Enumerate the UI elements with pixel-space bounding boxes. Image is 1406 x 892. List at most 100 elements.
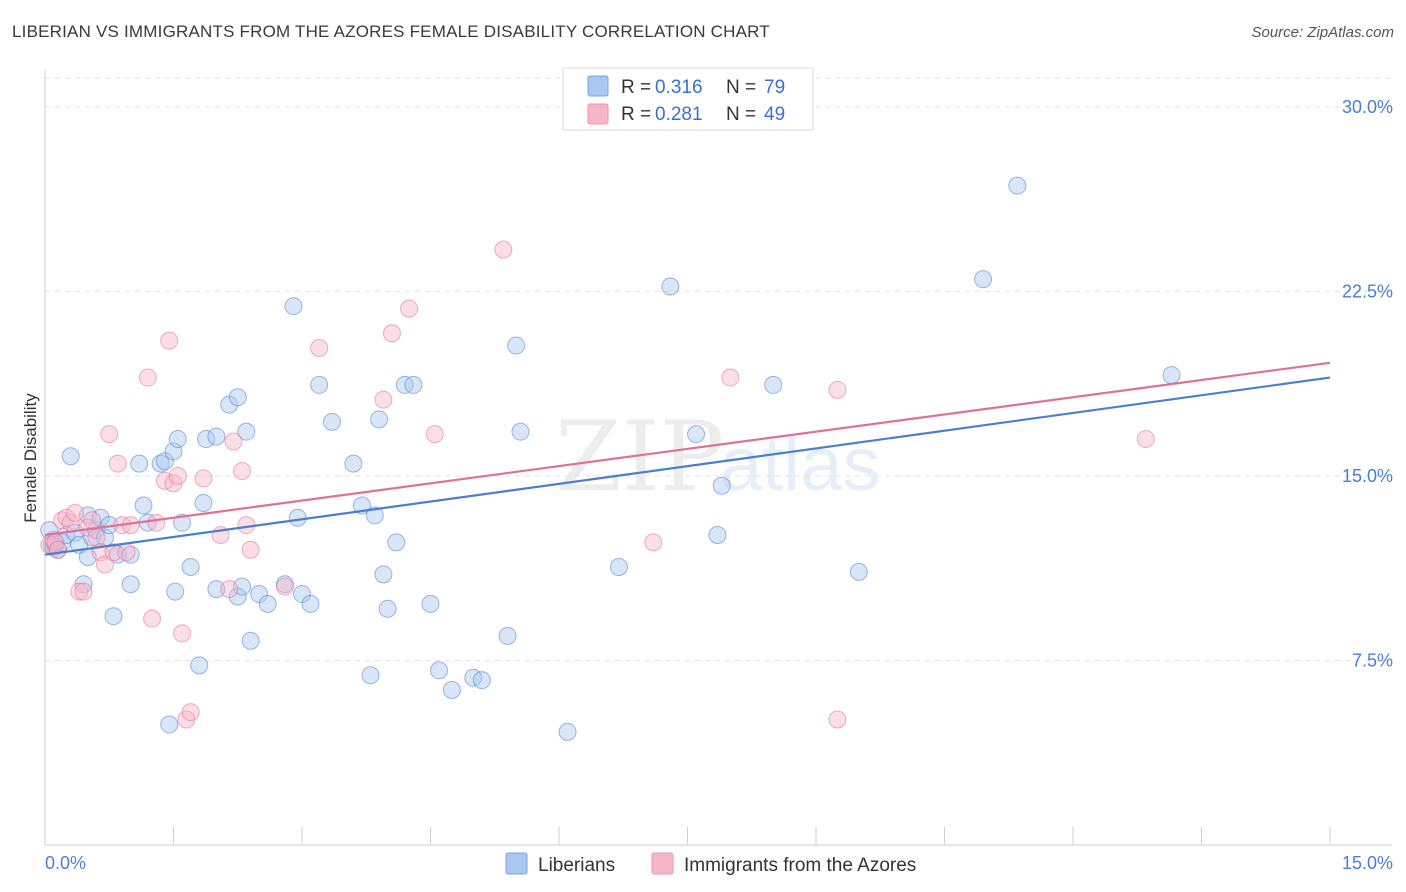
point-liberians xyxy=(344,454,363,473)
series-legend-label-azores[interactable]: Immigrants from the Azores xyxy=(684,855,916,876)
series-legend[interactable]: Liberians Immigrants from the Azores xyxy=(505,852,916,876)
point-liberians xyxy=(228,388,247,407)
point-azores xyxy=(194,469,213,488)
legend-n-label: N = xyxy=(726,77,756,98)
point-liberians xyxy=(370,410,389,429)
point-liberians xyxy=(687,425,706,444)
y-tick-label: 22.5% xyxy=(1342,281,1393,301)
point-liberians xyxy=(764,375,783,394)
point-liberians xyxy=(197,430,216,449)
y-tick-label: 7.5% xyxy=(1352,650,1393,670)
point-azores xyxy=(74,582,93,601)
point-azores xyxy=(168,466,187,485)
point-liberians xyxy=(121,575,140,594)
series-legend-swatch-azores[interactable] xyxy=(651,852,674,875)
point-azores xyxy=(374,390,393,409)
chart-title: LIBERIAN VS IMMIGRANTS FROM THE AZORES F… xyxy=(12,22,770,41)
point-liberians xyxy=(237,422,256,441)
point-azores xyxy=(104,543,123,562)
point-liberians xyxy=(430,661,449,680)
point-azores xyxy=(70,582,89,601)
point-liberians xyxy=(365,506,384,525)
point-azores xyxy=(83,511,102,530)
legend-n-value: 79 xyxy=(764,77,785,98)
point-liberians xyxy=(61,447,80,466)
point-azores xyxy=(147,513,166,532)
point-liberians xyxy=(173,513,192,532)
point-azores xyxy=(100,425,119,444)
point-liberians xyxy=(498,626,517,645)
point-azores xyxy=(95,555,114,574)
watermark: ZIP atlas xyxy=(555,401,881,513)
point-liberians xyxy=(1162,366,1181,385)
point-azores xyxy=(721,368,740,387)
point-liberians xyxy=(361,666,380,685)
series-legend-swatch-liberians[interactable] xyxy=(505,852,528,875)
point-azores xyxy=(425,425,444,444)
point-azores xyxy=(48,540,67,559)
point-liberians xyxy=(374,565,393,584)
point-azores xyxy=(233,462,252,481)
point-liberians xyxy=(849,562,868,581)
trend-line-liberians xyxy=(44,376,1331,556)
y-tick-label: 30.0% xyxy=(1342,97,1393,117)
point-liberians xyxy=(104,607,123,626)
point-liberians xyxy=(207,580,226,599)
point-liberians xyxy=(511,422,530,441)
point-liberians xyxy=(378,599,397,618)
point-liberians xyxy=(708,526,727,544)
point-liberians xyxy=(661,277,680,296)
point-liberians xyxy=(130,454,149,473)
point-azores xyxy=(400,299,419,318)
point-liberians xyxy=(322,412,341,431)
point-azores xyxy=(310,339,329,358)
point-azores xyxy=(143,609,162,628)
legend-n-label: N = xyxy=(726,104,756,125)
point-azores xyxy=(224,432,243,451)
data-points xyxy=(40,176,1181,741)
gridlines xyxy=(45,77,1392,661)
point-azores xyxy=(644,533,663,552)
point-liberians xyxy=(134,496,153,515)
point-liberians xyxy=(558,722,577,741)
point-azores xyxy=(138,368,157,387)
watermark-atlas: atlas xyxy=(720,422,881,507)
legend-r-value: 0.281 xyxy=(655,104,703,125)
legend-swatch-liberians xyxy=(587,75,609,97)
legend-r-value: 0.316 xyxy=(655,77,703,98)
point-liberians xyxy=(207,427,226,446)
point-azores xyxy=(1136,430,1155,449)
point-liberians xyxy=(168,430,187,449)
source-credit: Source: ZipAtlas.com xyxy=(1251,24,1394,41)
point-liberians xyxy=(190,656,209,675)
point-liberians xyxy=(160,715,179,734)
point-azores xyxy=(173,624,192,643)
point-liberians xyxy=(712,476,731,495)
y-axis-label: Female Disability xyxy=(21,393,40,523)
point-liberians xyxy=(609,557,628,576)
point-azores xyxy=(828,710,847,729)
point-liberians xyxy=(166,582,185,601)
point-liberians xyxy=(301,594,320,613)
point-azores xyxy=(382,324,401,343)
point-liberians xyxy=(194,494,213,513)
point-azores xyxy=(220,580,239,599)
point-azores xyxy=(494,240,513,259)
legend-r-label: R = xyxy=(621,77,651,98)
watermark-zip: ZIP xyxy=(555,401,724,513)
point-liberians xyxy=(421,594,440,613)
series-legend-label-liberians[interactable]: Liberians xyxy=(538,855,615,876)
point-azores xyxy=(117,543,136,562)
point-liberians xyxy=(284,297,303,316)
point-liberians xyxy=(507,336,526,355)
trend-line-azores xyxy=(44,361,1331,537)
point-azores xyxy=(241,540,260,559)
legend-n-value: 49 xyxy=(764,104,785,125)
point-azores xyxy=(108,454,127,473)
point-liberians xyxy=(181,557,200,576)
x-tick-label: 0.0% xyxy=(45,853,86,873)
y-tick-label: 15.0% xyxy=(1342,466,1393,486)
point-azores xyxy=(181,703,200,722)
legend-r-label: R = xyxy=(621,104,651,125)
